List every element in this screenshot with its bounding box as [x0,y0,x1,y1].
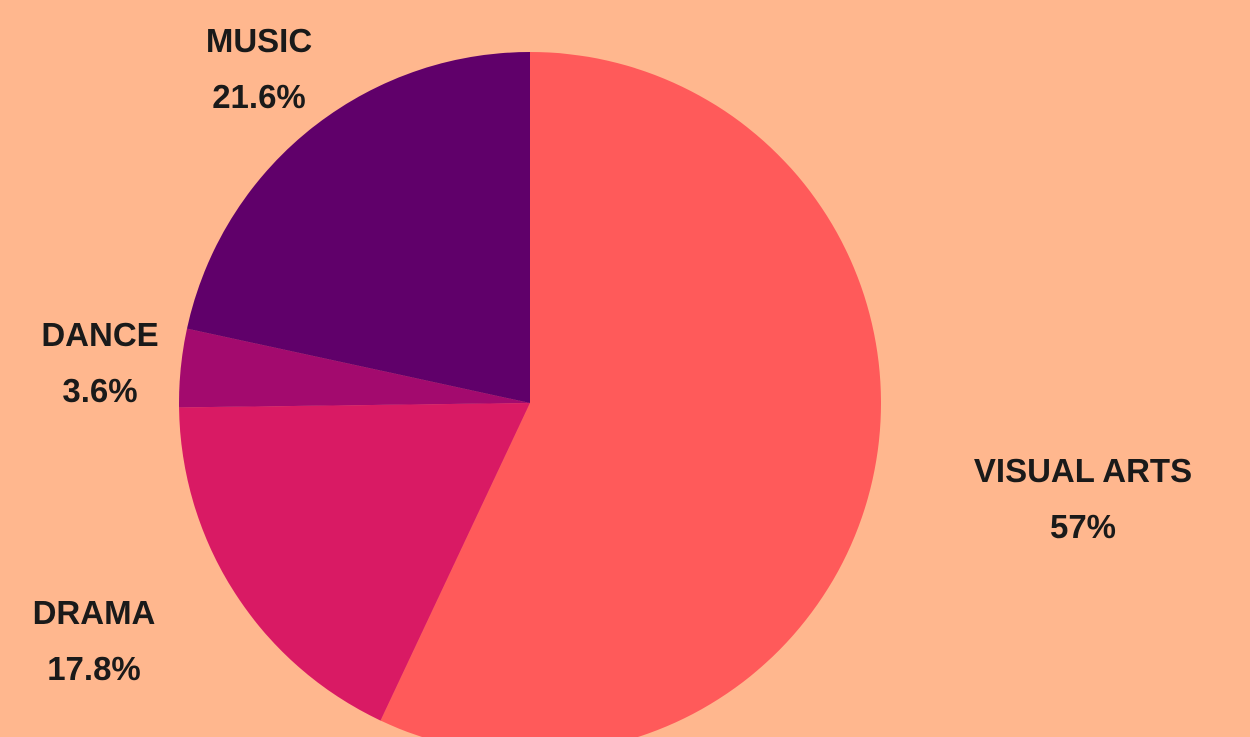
slice-value-visual-arts: 57% [1050,508,1116,545]
pie-slice-drama [179,403,530,721]
pie-slice-visual-arts [380,52,881,737]
slice-label-dance: DANCE [41,316,158,353]
pie-slices [179,52,881,737]
pie-slice-music [186,52,531,403]
slice-value-music: 21.6% [212,78,306,115]
slice-label-drama: DRAMA [33,594,156,631]
slice-label-music: MUSIC [206,22,312,59]
pie-labels: VISUAL ARTS 57% DRAMA 17.8% DANCE 3.6% MUSIC 21… [33,22,1193,687]
slice-value-dance: 3.6% [62,372,137,409]
slice-label-visual-arts: VISUAL ARTS [974,452,1192,489]
slice-value-drama: 17.8% [47,650,141,687]
pie-slice-dance [179,328,531,408]
